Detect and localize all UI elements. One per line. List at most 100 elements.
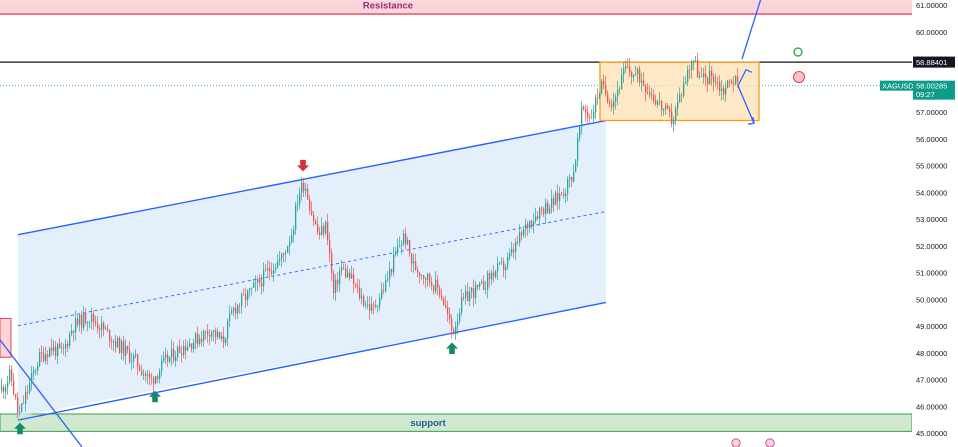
candle-body bbox=[625, 66, 627, 70]
candle-body bbox=[389, 268, 391, 280]
channel-lower-line bbox=[17, 301, 607, 421]
candle-body bbox=[203, 330, 205, 342]
candle-body bbox=[251, 287, 253, 289]
candle-body bbox=[529, 220, 531, 228]
candle-body bbox=[443, 298, 445, 305]
candle-body bbox=[287, 246, 289, 254]
candle-body bbox=[93, 314, 95, 322]
support-zone bbox=[0, 413, 913, 432]
candle-body bbox=[705, 73, 707, 78]
candle-body bbox=[73, 330, 75, 333]
candle-body bbox=[695, 60, 697, 62]
candle-body bbox=[517, 242, 519, 243]
candle-body bbox=[723, 88, 725, 95]
candle-body bbox=[23, 403, 25, 405]
candle-body bbox=[393, 254, 395, 273]
candle-body bbox=[269, 268, 271, 272]
candle-body bbox=[429, 273, 431, 283]
candle-body bbox=[261, 282, 263, 287]
symbol-label: XAGUSD bbox=[882, 81, 914, 90]
candle-body bbox=[237, 305, 239, 314]
candle-body bbox=[425, 278, 427, 280]
candle-body bbox=[257, 279, 259, 283]
candle-body bbox=[659, 101, 661, 103]
candle-body bbox=[279, 258, 281, 261]
candle-body bbox=[161, 360, 163, 371]
price-tick-label: 55.00000 bbox=[916, 162, 947, 171]
candle-body bbox=[483, 281, 485, 290]
candle-body bbox=[309, 199, 311, 211]
candle-body bbox=[373, 304, 375, 306]
candle-body bbox=[729, 80, 731, 82]
candle-body bbox=[199, 338, 201, 344]
candle-body bbox=[343, 267, 345, 269]
candle-body bbox=[153, 378, 155, 384]
candle-body bbox=[721, 88, 723, 92]
candle-body bbox=[243, 294, 245, 296]
candle-body bbox=[387, 279, 389, 281]
candle-body bbox=[555, 192, 557, 205]
candle-body bbox=[677, 101, 679, 109]
channel-mid-line bbox=[17, 211, 607, 327]
candle-body bbox=[119, 338, 121, 353]
candle-body bbox=[151, 377, 153, 379]
candle-body bbox=[423, 275, 425, 279]
candle-body bbox=[83, 312, 85, 328]
candle-body bbox=[337, 279, 339, 285]
candle-body bbox=[607, 93, 609, 103]
candle-body bbox=[609, 102, 611, 104]
candle-body bbox=[403, 233, 405, 244]
candle-body bbox=[283, 253, 285, 255]
candle-body bbox=[453, 329, 455, 335]
candle-body bbox=[259, 279, 261, 283]
candle-body bbox=[503, 261, 505, 270]
candle-body bbox=[99, 328, 101, 331]
candle-body bbox=[183, 346, 185, 355]
candle-body bbox=[399, 245, 401, 247]
candle-body bbox=[211, 332, 213, 337]
candle-body bbox=[415, 261, 417, 271]
candle-body bbox=[363, 296, 365, 306]
candle-body bbox=[623, 69, 625, 75]
candle-body bbox=[359, 287, 361, 299]
candle-body bbox=[595, 97, 597, 112]
price-axis[interactable]: 61.0000060.0000059.0000058.0000057.00000… bbox=[880, 0, 958, 447]
stop-circle-red bbox=[792, 70, 806, 84]
projection-down-arrowhead bbox=[747, 117, 755, 125]
candle-body bbox=[367, 304, 369, 306]
candle-body bbox=[45, 354, 47, 361]
candle-body bbox=[1, 386, 3, 391]
candle-body bbox=[63, 347, 65, 349]
candle-body bbox=[527, 224, 529, 228]
candle-body bbox=[391, 268, 393, 273]
candle-body bbox=[523, 229, 525, 235]
candle-body bbox=[67, 343, 69, 347]
candle-body bbox=[3, 386, 5, 392]
candle-body bbox=[249, 288, 251, 291]
candle-body bbox=[629, 66, 631, 73]
candle-body bbox=[41, 352, 43, 354]
candle-body bbox=[141, 370, 143, 376]
candle-body bbox=[521, 232, 523, 235]
candle-body bbox=[575, 160, 577, 173]
candle-body bbox=[5, 387, 7, 392]
candle-body bbox=[709, 70, 711, 84]
candle-body bbox=[213, 330, 215, 333]
candle-body bbox=[121, 341, 123, 353]
support-label: support bbox=[410, 418, 446, 429]
candle-body bbox=[87, 322, 89, 324]
candle-body bbox=[59, 343, 61, 348]
candle-body bbox=[673, 119, 675, 124]
candle-body bbox=[75, 318, 77, 333]
candle-body bbox=[201, 338, 203, 342]
candle-body bbox=[221, 335, 223, 339]
candle-body bbox=[427, 273, 429, 280]
projection-up-line bbox=[741, 0, 762, 60]
candle-body bbox=[319, 232, 321, 235]
candle-body bbox=[605, 84, 607, 94]
candle-body bbox=[567, 178, 569, 194]
candle-body bbox=[571, 176, 573, 182]
price-tick-label: 51.00000 bbox=[916, 269, 947, 278]
candle-body bbox=[95, 321, 97, 324]
